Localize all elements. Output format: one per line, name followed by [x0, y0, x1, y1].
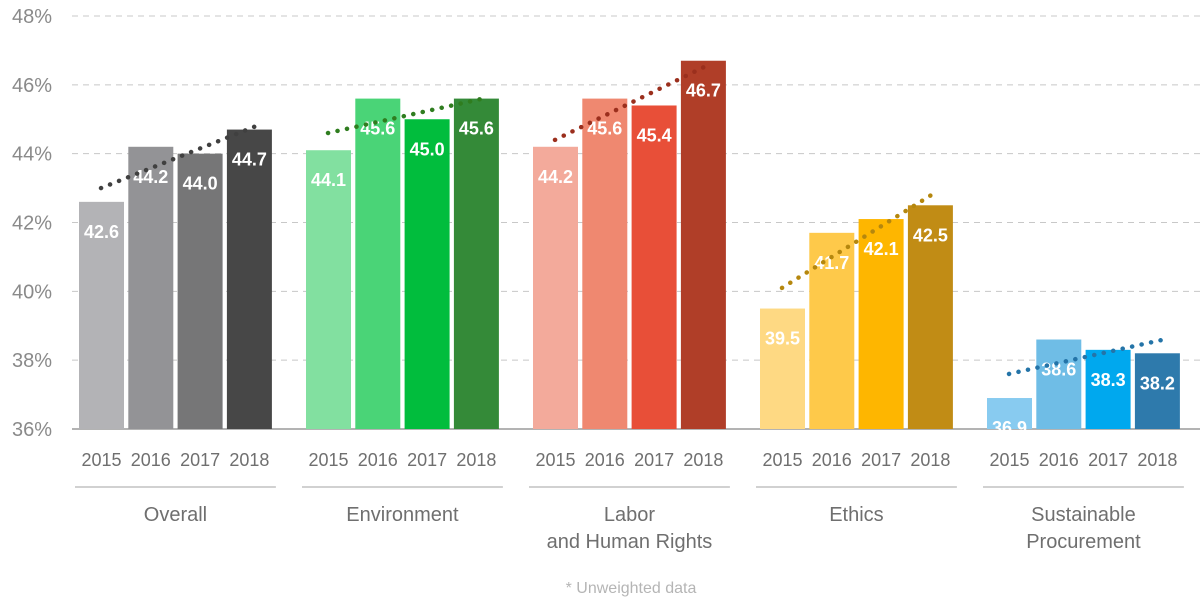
x-tick-label: 2016	[812, 450, 852, 470]
data-label: 45.0	[410, 139, 445, 159]
data-label: 44.7	[232, 150, 267, 170]
bar	[1085, 349, 1131, 429]
y-tick-label: 46%	[12, 75, 52, 97]
data-label: 44.2	[133, 167, 168, 187]
x-tick-label: 2015	[762, 450, 802, 470]
data-label: 44.2	[538, 167, 573, 187]
data-label: 44.1	[311, 170, 346, 190]
bar	[177, 153, 223, 429]
data-label: 38.3	[1091, 370, 1126, 390]
bar	[226, 129, 272, 429]
bar	[680, 60, 726, 429]
group-label: Ethics	[829, 504, 883, 526]
data-label: 45.6	[360, 119, 395, 139]
data-label: 39.5	[765, 329, 800, 349]
x-tick-label: 2018	[1137, 450, 1177, 470]
bar	[453, 98, 499, 429]
group-label: Environment	[346, 504, 459, 526]
bar	[533, 146, 578, 430]
trend-line	[552, 61, 713, 143]
x-tick-label: 2018	[910, 450, 950, 470]
y-tick-label: 44%	[12, 144, 52, 166]
bar	[760, 308, 805, 429]
x-tick-label: 2016	[585, 450, 625, 470]
x-tick-label: 2016	[358, 450, 398, 470]
x-tick-label: 2015	[535, 450, 575, 470]
data-label: 42.1	[864, 239, 899, 259]
data-label: 38.6	[1041, 360, 1076, 380]
group-label: Labor	[604, 504, 655, 526]
data-label: 36.9	[992, 418, 1027, 438]
group-label: Procurement	[1026, 531, 1141, 553]
data-label: 45.6	[459, 119, 494, 139]
trend-line	[1006, 337, 1167, 377]
y-tick-label: 38%	[12, 350, 52, 372]
trend-line	[325, 96, 486, 136]
x-tick-label: 2015	[989, 450, 1029, 470]
group-label: and Human Rights	[547, 531, 713, 553]
x-tick-label: 2018	[683, 450, 723, 470]
data-label: 41.7	[814, 253, 849, 273]
bar	[306, 150, 351, 429]
bar	[809, 232, 855, 429]
bar	[404, 119, 450, 429]
y-tick-label: 42%	[12, 213, 52, 235]
group-label: Sustainable	[1031, 504, 1136, 526]
data-label: 46.7	[686, 81, 721, 101]
y-tick-label: 40%	[12, 281, 52, 303]
data-label: 42.5	[913, 225, 948, 245]
bar	[631, 105, 677, 429]
bar	[987, 398, 1032, 429]
bar	[858, 219, 904, 429]
x-tick-label: 2017	[634, 450, 674, 470]
y-tick-label: 48%	[12, 6, 52, 28]
data-label: 44.0	[183, 174, 218, 194]
x-tick-label: 2016	[131, 450, 171, 470]
trend-line	[98, 123, 259, 191]
bar	[355, 98, 401, 429]
x-tick-label: 2018	[229, 450, 269, 470]
bar	[79, 201, 124, 429]
x-tick-label: 2017	[861, 450, 901, 470]
group-label: Overall	[144, 504, 207, 526]
bar	[582, 98, 628, 429]
x-tick-label: 2017	[407, 450, 447, 470]
x-tick-label: 2015	[308, 450, 348, 470]
data-label: 45.4	[637, 125, 672, 145]
x-tick-label: 2017	[1088, 450, 1128, 470]
data-label: 42.6	[84, 222, 119, 242]
bar	[128, 146, 174, 430]
x-tick-label: 2015	[81, 450, 121, 470]
trend-line	[779, 189, 940, 291]
bar	[1036, 339, 1082, 429]
bar	[1134, 353, 1180, 429]
x-tick-label: 2018	[456, 450, 496, 470]
x-tick-label: 2017	[180, 450, 220, 470]
bar	[907, 205, 953, 429]
data-label: 45.6	[587, 119, 622, 139]
y-tick-label: 36%	[12, 419, 52, 441]
x-tick-label: 2016	[1039, 450, 1079, 470]
data-label: 38.2	[1140, 373, 1175, 393]
footnote: * Unweighted data	[566, 580, 697, 597]
